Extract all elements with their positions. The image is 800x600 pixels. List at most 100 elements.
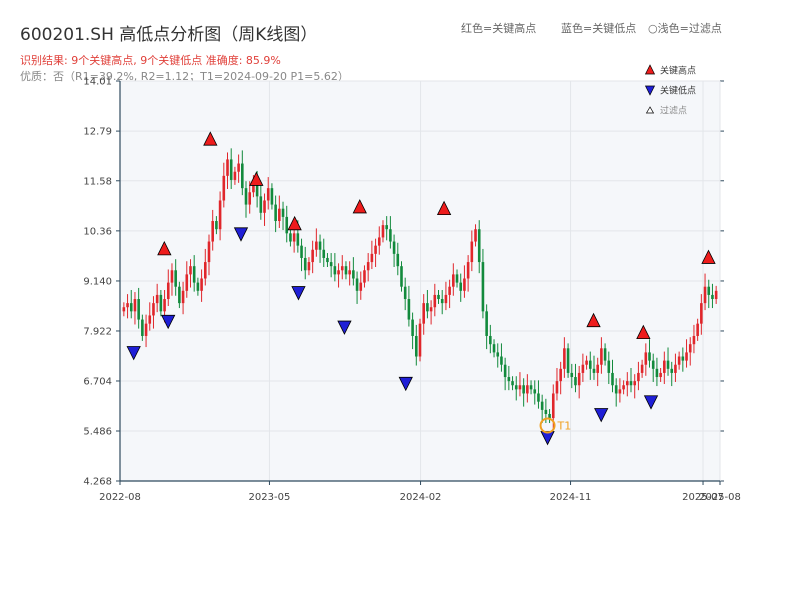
- candle-body: [411, 319, 414, 336]
- candle-body: [148, 315, 152, 324]
- t1-circle: [539, 417, 556, 434]
- candle-body: [555, 381, 559, 394]
- candle-body: [511, 381, 514, 386]
- candle-body: [266, 188, 270, 201]
- candle-body: [651, 360, 655, 369]
- candle-body: [244, 188, 248, 205]
- y-tick-label: 7.922: [83, 326, 112, 337]
- candle-body: [611, 372, 614, 386]
- legend-note-light: ○浅色=过滤点: [648, 22, 722, 35]
- candle-body: [607, 360, 611, 373]
- candle-body: [444, 294, 448, 304]
- candle-body: [196, 282, 200, 291]
- candle-body: [137, 299, 140, 320]
- legend-marker-0: [644, 64, 656, 75]
- candle-body: [433, 294, 437, 308]
- candle-body: [233, 171, 237, 180]
- key-low-marker: [233, 227, 249, 242]
- key-low-marker: [291, 286, 306, 301]
- y-tick-label: 14.01: [83, 77, 112, 88]
- candle-body: [437, 294, 440, 300]
- candle-body: [226, 159, 229, 176]
- candle-body: [315, 241, 318, 250]
- candle-body: [307, 262, 311, 271]
- legend-marker-2: [645, 106, 655, 114]
- x-tick-label: 2024-02: [400, 492, 442, 503]
- candle-body: [155, 294, 159, 304]
- candle-body: [374, 245, 377, 254]
- y-tick-label: 5.486: [83, 426, 112, 437]
- candle-body: [333, 266, 337, 275]
- candle-body: [500, 356, 503, 365]
- candle-body: [603, 348, 607, 361]
- candle-body: [203, 262, 207, 279]
- candle-body: [585, 360, 588, 365]
- candle-body: [340, 266, 344, 271]
- candle-body: [300, 245, 303, 258]
- candle-body: [248, 192, 252, 205]
- candle-body: [263, 200, 266, 213]
- candles: [122, 148, 718, 430]
- candle-body: [252, 179, 255, 193]
- candle-body: [537, 393, 540, 402]
- candle-body: [570, 372, 574, 378]
- legend-note-red: 红色=关键高点: [461, 22, 537, 35]
- candle-body: [181, 290, 185, 304]
- candle-body: [622, 385, 625, 390]
- key-low-marker: [337, 320, 352, 335]
- candle-body: [637, 372, 640, 382]
- x-tick-label: 2023-05: [249, 492, 291, 503]
- t1-label: T1: [557, 419, 572, 432]
- candle-body: [296, 233, 300, 246]
- candle-body: [707, 286, 711, 295]
- candle-body: [381, 225, 385, 238]
- candle-body: [692, 335, 696, 345]
- candle-body: [133, 299, 137, 312]
- candle-body: [200, 278, 203, 291]
- candle-body: [559, 368, 562, 382]
- candle-body: [400, 266, 403, 287]
- candle-body: [326, 257, 329, 263]
- candle-body: [566, 348, 570, 373]
- key-high-marker: [352, 199, 367, 214]
- candle-body: [215, 221, 218, 230]
- candle-body: [403, 286, 407, 300]
- candle-body: [440, 299, 444, 304]
- candle-body: [563, 348, 566, 369]
- candle-body: [241, 163, 244, 189]
- candle-body: [496, 352, 500, 357]
- key-high-marker: [701, 249, 716, 264]
- legend-label-1: 关键低点: [660, 85, 696, 97]
- candle-body: [626, 381, 629, 386]
- key-low-marker: [161, 314, 176, 330]
- candle-body: [229, 159, 233, 180]
- candle-body: [677, 356, 681, 365]
- candle-body: [389, 229, 392, 242]
- candle-body: [481, 262, 485, 312]
- candle-body: [648, 352, 651, 361]
- candle-body: [303, 257, 307, 271]
- candle-body: [540, 401, 544, 410]
- key-low-marker: [643, 395, 659, 410]
- key-high-marker: [157, 240, 172, 256]
- candle-body: [466, 262, 470, 279]
- legend-marker-1: [644, 85, 656, 96]
- candle-body: [426, 303, 429, 312]
- candle-body: [459, 282, 463, 291]
- legend-note-blue: 蓝色=关键低点: [561, 22, 637, 35]
- candle-body: [289, 233, 292, 242]
- candle-body: [274, 204, 277, 222]
- candle-body: [485, 311, 488, 336]
- candle-body: [685, 352, 688, 361]
- candle-body: [122, 307, 126, 312]
- candle-body: [222, 175, 226, 201]
- candle-body: [159, 294, 163, 312]
- candle-body: [503, 364, 507, 378]
- candle-body: [255, 179, 259, 197]
- quality-info: 优质：否（R1=39.2%, R2=1.12；T1=2024-09-20 P1=…: [20, 70, 349, 83]
- candle-body: [348, 270, 351, 275]
- candle-body: [185, 274, 189, 291]
- key-high-marker: [249, 171, 264, 186]
- candle-body: [396, 253, 400, 267]
- candle-body: [700, 303, 703, 324]
